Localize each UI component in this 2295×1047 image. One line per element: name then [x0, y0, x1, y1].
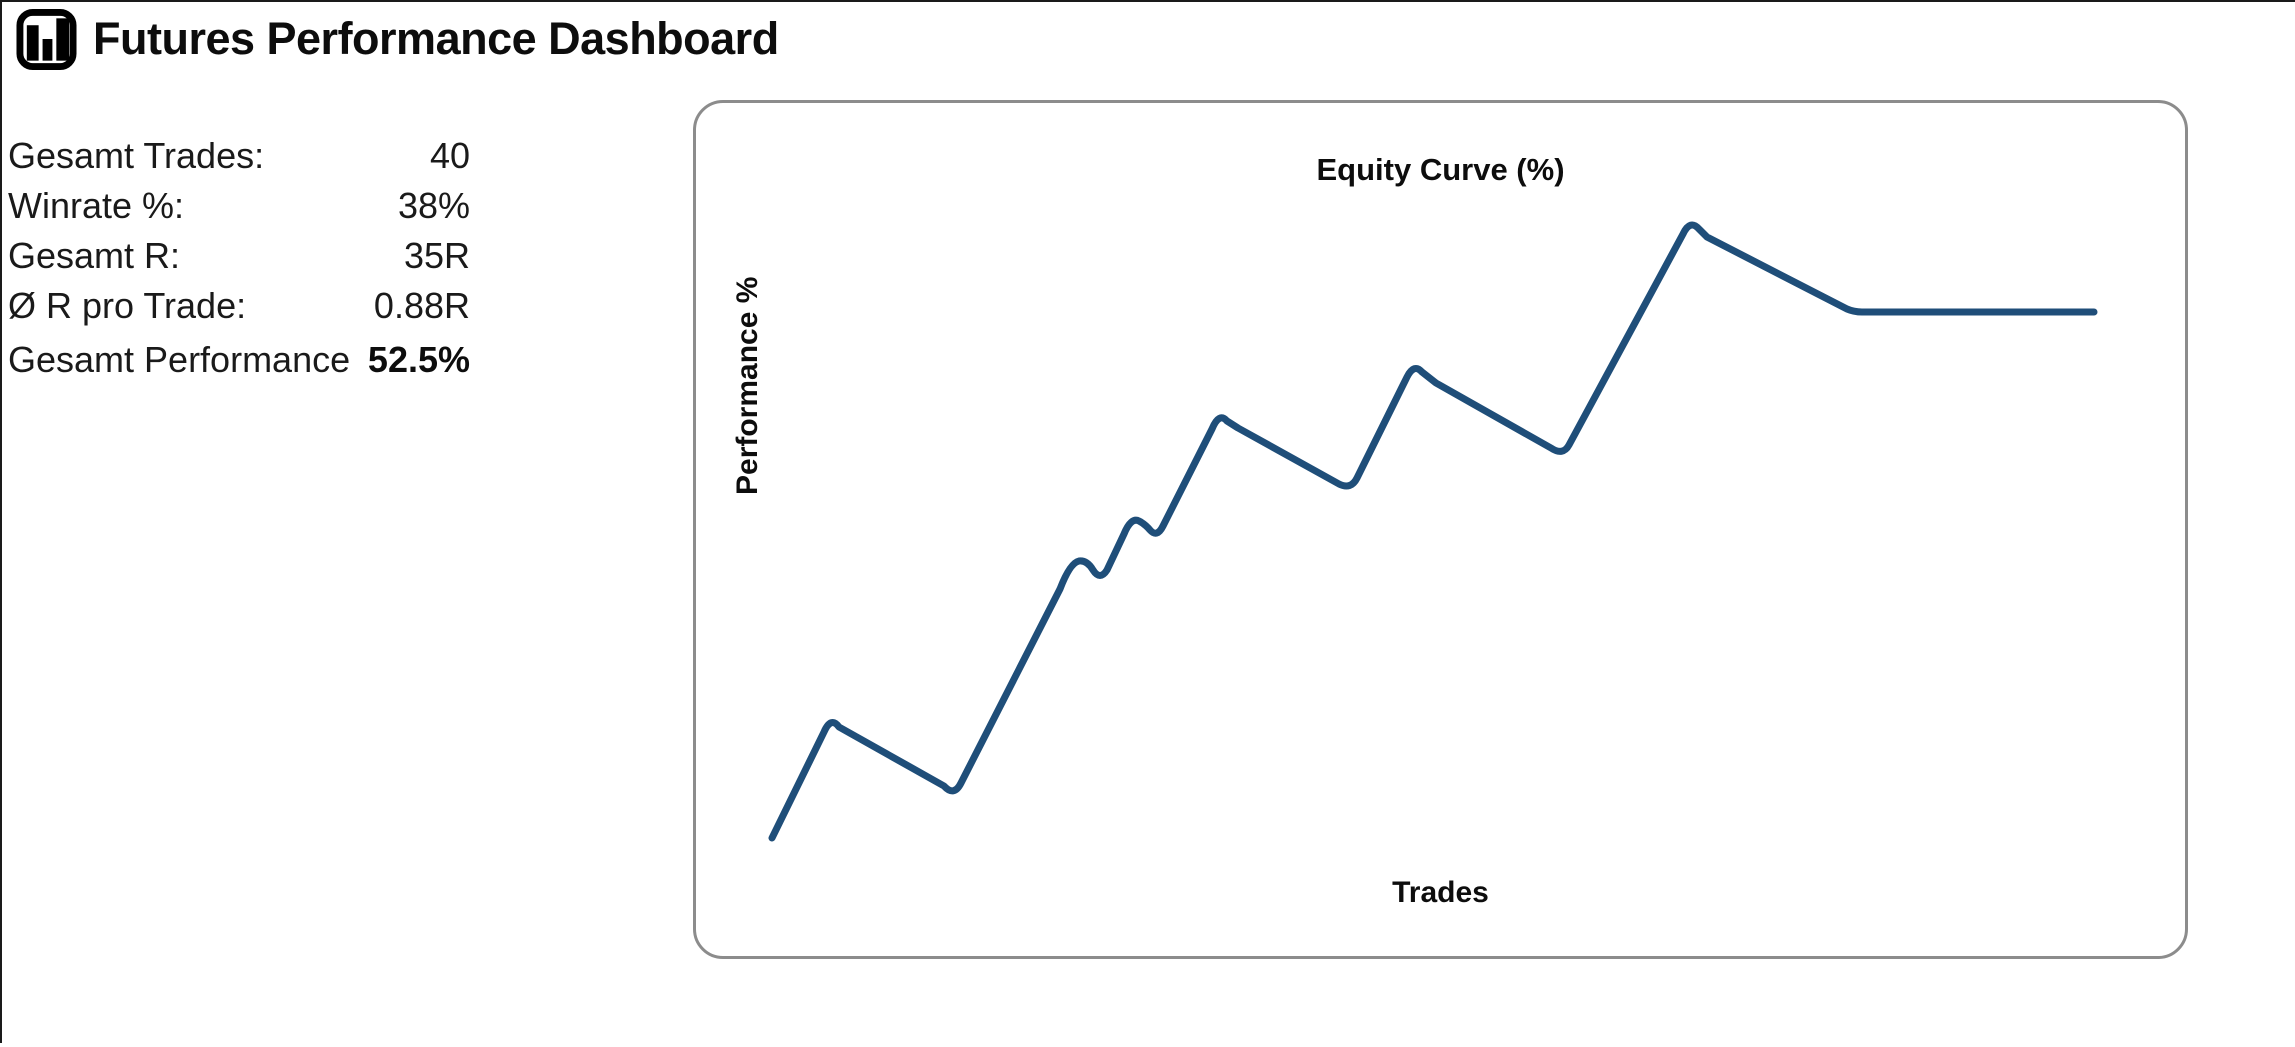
- stat-row-gesamt-trades: Gesamt Trades: 40: [8, 131, 470, 181]
- stat-label: Gesamt Trades:: [8, 135, 265, 176]
- stat-label: Winrate %:: [8, 185, 185, 226]
- bar-chart-icon: [16, 8, 77, 70]
- stat-row-winrate: Winrate %: 38%: [8, 181, 470, 231]
- stat-label: Gesamt Performance: [8, 339, 351, 380]
- equity-curve-plot: [768, 221, 2098, 842]
- equity-curve-line: [768, 221, 2098, 842]
- page-title: Futures Performance Dashboard: [93, 13, 779, 64]
- stat-row-gesamt-r: Gesamt R: 35R: [8, 231, 470, 281]
- stat-value: 0.88R: [373, 285, 470, 326]
- stat-value: 52.5%: [367, 339, 470, 380]
- stat-row-r-pro-trade: Ø R pro Trade: 0.88R: [8, 281, 470, 331]
- chart-title: Equity Curve (%): [1316, 152, 1565, 187]
- window-border-left: [0, 0, 2, 1043]
- stat-value: 38%: [397, 185, 470, 226]
- stat-label: Gesamt R:: [8, 235, 181, 276]
- stat-label: Ø R pro Trade:: [8, 285, 247, 326]
- stats-panel: Gesamt Trades: 40 Winrate %: 38% Gesamt …: [8, 131, 470, 385]
- x-axis-label: Trades: [1392, 876, 1489, 909]
- header: Futures Performance Dashboard: [16, 8, 779, 70]
- stat-row-gesamt-performance: Gesamt Performance 52.5%: [8, 335, 470, 385]
- stat-value: 35R: [403, 235, 470, 276]
- stat-value: 40: [429, 135, 470, 176]
- window-border-top: [0, 0, 2295, 2]
- equity-curve-chart[interactable]: Equity Curve (%) Performance % Trades: [693, 100, 2188, 959]
